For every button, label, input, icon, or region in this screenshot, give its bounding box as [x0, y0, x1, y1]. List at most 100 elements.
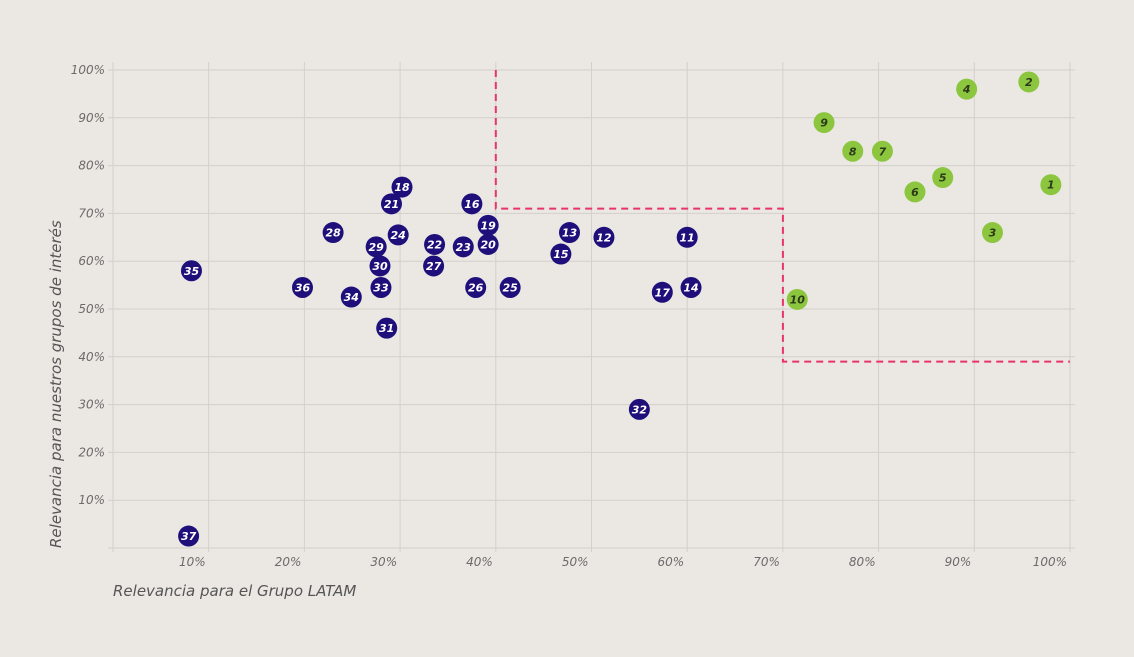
grid-lines: [108, 62, 1075, 552]
data-point-label: 28: [325, 227, 341, 240]
data-point-label: 1: [1047, 179, 1055, 192]
data-point-marker: [676, 226, 698, 248]
x-tick-label: 80%: [849, 555, 876, 569]
data-point: 16: [461, 193, 483, 215]
data-point: 13: [558, 222, 580, 244]
data-point: 2: [1018, 71, 1040, 93]
threshold-path: [494, 70, 1070, 363]
data-point-marker: [291, 276, 313, 298]
data-point-label: 31: [379, 322, 394, 335]
y-axis-title: Relevancia para nuestros grupos de inter…: [47, 220, 65, 548]
data-point-label: 9: [820, 117, 828, 130]
data-point: 18: [391, 176, 413, 198]
data-point-marker: [461, 193, 483, 215]
data-point-label: 30: [372, 260, 388, 273]
threshold-line: [494, 70, 1070, 363]
data-point: 12: [593, 226, 615, 248]
data-point: 22: [424, 233, 446, 255]
data-point-marker: [1018, 71, 1040, 93]
data-point-label: 24: [391, 229, 406, 242]
data-point: 24: [387, 224, 409, 246]
data-point: 37: [178, 525, 200, 547]
y-tick-label: 80%: [78, 159, 105, 173]
data-point: 10: [786, 288, 808, 310]
y-tick-label: 90%: [78, 111, 105, 125]
data-point-label: 20: [480, 238, 496, 251]
data-point-label: 5: [939, 172, 947, 185]
data-point-marker: [322, 222, 344, 244]
data-point-label: 7: [879, 145, 887, 158]
y-tick-labels: 10% 20% 30% 40% 50% 60% 70% 80% 90% 100%: [71, 63, 105, 507]
data-point-marker: [340, 286, 362, 308]
data-point-label: 34: [344, 291, 359, 304]
y-tick-label: 10%: [78, 493, 105, 507]
data-point: 8: [842, 140, 864, 162]
data-point-marker: [465, 276, 487, 298]
x-tick-label: 70%: [753, 555, 780, 569]
y-tick-label: 60%: [78, 254, 105, 268]
data-point-label: 11: [680, 231, 695, 244]
data-point-marker: [871, 140, 893, 162]
data-point-label: 19: [480, 219, 496, 232]
data-point: 19: [477, 214, 499, 236]
data-point-label: 29: [369, 241, 385, 254]
data-point-label: 32: [632, 403, 648, 416]
y-tick-label: 20%: [78, 445, 105, 459]
data-point-marker: [680, 276, 702, 298]
data-point-label: 13: [562, 227, 578, 240]
data-point-marker: [786, 288, 808, 310]
data-point: 11: [676, 226, 698, 248]
data-point: 25: [499, 276, 521, 298]
x-tick-label: 30%: [370, 555, 397, 569]
data-point: 14: [680, 276, 702, 298]
data-point-label: 27: [426, 260, 442, 273]
data-point-label: 12: [596, 231, 612, 244]
x-tick-label: 50%: [562, 555, 589, 569]
data-point-marker: [904, 181, 926, 203]
data-point: 31: [376, 317, 398, 339]
data-point-marker: [477, 214, 499, 236]
data-point-label: 25: [502, 281, 518, 294]
data-point: 3: [981, 222, 1003, 244]
data-point: 23: [452, 236, 474, 258]
data-point: 7: [871, 140, 893, 162]
x-tick-label: 40%: [466, 555, 493, 569]
data-point-marker: [956, 78, 978, 100]
x-tick-label: 100%: [1033, 555, 1067, 569]
data-point: 1: [1040, 174, 1062, 196]
data-point: 15: [550, 243, 572, 265]
data-point-marker: [628, 398, 650, 420]
y-tick-label: 50%: [78, 302, 105, 316]
data-point: 6: [904, 181, 926, 203]
data-point: 5: [932, 167, 954, 189]
data-point: 30: [369, 255, 391, 277]
y-tick-label: 30%: [78, 398, 105, 412]
data-point-marker: [365, 236, 387, 258]
data-point-marker: [369, 255, 391, 277]
x-tick-label: 90%: [945, 555, 972, 569]
x-tick-labels: 10% 20% 30% 40% 50% 60% 70% 80% 90% 100%: [179, 555, 1067, 569]
data-point-label: 22: [427, 238, 443, 251]
y-tick-label: 100%: [71, 63, 105, 77]
data-point: 26: [465, 276, 487, 298]
data-point-marker: [477, 233, 499, 255]
data-point-marker: [813, 112, 835, 134]
data-point-label: 3: [989, 227, 997, 240]
data-point-label: 14: [683, 281, 698, 294]
data-point: 28: [322, 222, 344, 244]
data-point: 27: [423, 255, 445, 277]
x-axis-title: Relevancia para el Grupo LATAM: [113, 582, 356, 600]
data-point: 20: [477, 233, 499, 255]
data-point: 4: [956, 78, 978, 100]
data-point: 36: [291, 276, 313, 298]
data-point: 33: [370, 276, 392, 298]
data-point-label: 37: [181, 530, 197, 543]
data-point: 35: [180, 260, 202, 282]
data-point-label: 21: [384, 198, 399, 211]
y-tick-label: 70%: [78, 206, 105, 220]
data-point-marker: [178, 525, 200, 547]
data-point-label: 4: [962, 83, 971, 96]
data-point-label: 16: [464, 198, 480, 211]
